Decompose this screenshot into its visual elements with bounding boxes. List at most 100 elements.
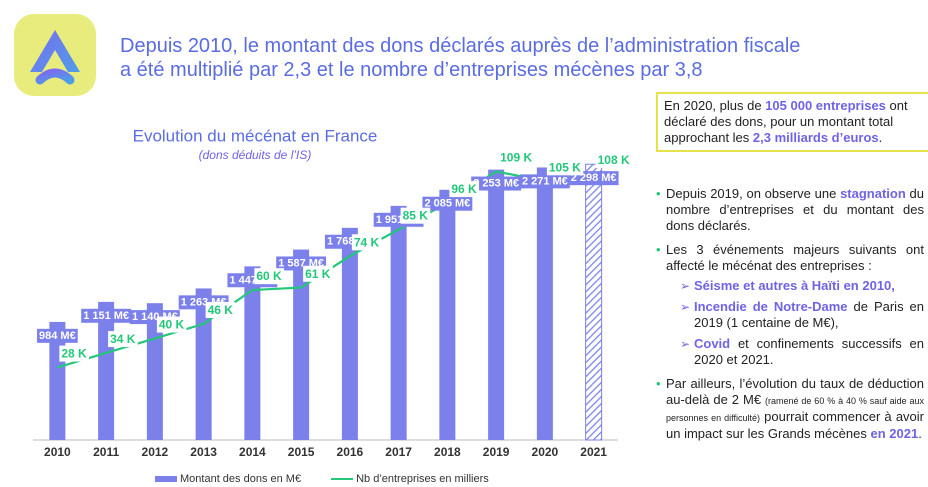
x-tick-label: 2014 xyxy=(239,445,266,459)
bar-value-label: 2 085 M€ xyxy=(422,196,473,211)
label-background xyxy=(498,149,535,166)
line-value-text: 28 K xyxy=(61,347,87,361)
x-tick-label: 2013 xyxy=(190,445,217,459)
line-value-label: 34 K xyxy=(108,331,138,348)
bullet: Les 3 événements majeurs suivants ont af… xyxy=(656,242,924,368)
bar-value-label: 2 271 M€ xyxy=(519,174,570,189)
bar xyxy=(585,163,603,441)
x-tick-label: 2019 xyxy=(483,445,510,459)
text-run: En 2020, plus de xyxy=(664,98,766,113)
label-background xyxy=(254,268,285,285)
line-value-text: 40 K xyxy=(159,318,185,332)
line-value-text: 108 K xyxy=(598,153,630,167)
text-run: et confinements successifs en 2020 et 20… xyxy=(694,336,924,367)
bar xyxy=(341,227,358,440)
label-background xyxy=(471,176,522,191)
label-background xyxy=(422,196,473,211)
legend-label: Nb d’entreprises en milliers xyxy=(356,473,489,485)
text-run: Depuis 2019, on observe une xyxy=(666,186,841,201)
x-tick-label: 2017 xyxy=(385,445,412,459)
text-run: du nombre d’entreprises et du montant de… xyxy=(666,186,924,233)
label-background xyxy=(37,328,78,343)
line-value-label: 105 K xyxy=(546,159,584,176)
x-tick-label: 2015 xyxy=(288,445,315,459)
sub-bullet: Séisme et autres à Haïti en 2010, xyxy=(680,278,924,294)
legend-swatch xyxy=(155,476,177,482)
line-value-label: 61 K xyxy=(303,265,333,282)
x-tick-label: 2011 xyxy=(93,445,119,459)
bullet: Par ailleurs, l’évolution du taux de déd… xyxy=(656,376,924,442)
line-value-text: 109 K xyxy=(500,151,532,165)
label-background xyxy=(81,308,132,323)
x-tick-label: 2010 xyxy=(44,445,71,459)
text-run: . xyxy=(878,130,883,145)
label-background xyxy=(519,174,570,189)
text-run: 105 000 entreprises xyxy=(765,98,886,113)
text-run: 2,3 milliards d’euros xyxy=(752,130,879,145)
bar xyxy=(488,169,505,440)
text-run: Incendie de Notre-Dame xyxy=(694,299,848,314)
line-value-text: 46 K xyxy=(208,303,234,317)
line-value-label: 108 K xyxy=(595,152,632,169)
line-value-label: 60 K xyxy=(254,268,285,285)
label-background xyxy=(59,345,90,362)
x-tick-label: 2012 xyxy=(142,445,169,459)
chart-title: Evolution du mécénat en France xyxy=(133,126,378,145)
label-background xyxy=(205,302,236,319)
bar-value-text: 2 253 M€ xyxy=(473,178,519,190)
line-value-label: 74 K xyxy=(351,234,382,251)
text-run: de Paris en 2019 (1 centaine de M€), xyxy=(694,299,924,330)
line-value-text: 61 K xyxy=(305,267,331,281)
line-value-text: 60 K xyxy=(256,269,282,283)
bullet: Depuis 2019, on observe une stagnation d… xyxy=(656,186,924,234)
sub-bullet: Incendie de Notre-Dame de Paris en 2019 … xyxy=(680,299,924,331)
text-run: Covid xyxy=(694,336,731,351)
sub-bullet: Covid et confinements successifs en 2020… xyxy=(680,336,924,368)
bar xyxy=(293,249,310,440)
bar-value-text: 984 M€ xyxy=(39,330,76,342)
bar xyxy=(390,205,407,440)
bar xyxy=(244,266,261,440)
line-value-label: 85 K xyxy=(400,207,431,224)
line-value-label: 46 K xyxy=(205,302,236,319)
bar-value-text: 2 271 M€ xyxy=(522,175,568,187)
text-run: pourrait commencer à avoir un impact sur… xyxy=(666,409,924,441)
bullet-list: Depuis 2019, on observe une stagnation d… xyxy=(656,186,924,450)
label-background xyxy=(546,159,584,176)
line-value-label: 96 K xyxy=(449,181,480,198)
logo xyxy=(14,14,96,96)
text-run: (ramené de 60 % à 40 % sauf aide aux per… xyxy=(666,396,924,423)
line-value-label: 40 K xyxy=(156,316,187,333)
label-background xyxy=(400,207,431,224)
bar xyxy=(536,167,553,441)
label-background xyxy=(595,152,632,169)
bar xyxy=(195,288,212,440)
line-value-label: 109 K xyxy=(498,149,535,166)
legend-label: Montant des dons en M€ xyxy=(180,473,301,485)
chart-subtitle: (dons déduits de l’IS) xyxy=(199,148,312,162)
sub-list: Séisme et autres à Haïti en 2010, Incendi… xyxy=(666,278,924,368)
text-run: ont déclaré des dons, pour un montant to… xyxy=(664,98,908,145)
label-background xyxy=(303,265,333,282)
line-value-text: 85 K xyxy=(403,209,429,223)
title-line: a été multiplié par 2,3 et le nombre d’e… xyxy=(120,59,703,81)
text-run: en 2021 xyxy=(870,426,919,441)
bar-value-text: 1 151 M€ xyxy=(83,310,129,322)
bar xyxy=(439,189,456,440)
bar-value-label: 984 M€ xyxy=(37,328,78,343)
text-run: Séisme et autres à Haïti en 2010, xyxy=(694,278,895,293)
line-value-label: 28 K xyxy=(59,345,90,362)
line-value-text: 34 K xyxy=(110,332,136,346)
text-run: Les 3 événements majeurs suivants ont af… xyxy=(666,242,924,273)
text-run: Par ailleurs, l’évolution du taux de déd… xyxy=(666,376,924,407)
label-background xyxy=(449,181,480,198)
line-value-text: 96 K xyxy=(451,182,477,196)
line-value-text: 105 K xyxy=(549,160,581,174)
title-line: Depuis 2010, le montant des dons déclaré… xyxy=(120,35,801,57)
slide-title: Depuis 2010, le montant des dons déclaré… xyxy=(120,34,800,82)
label-background xyxy=(351,234,382,251)
x-tick-label: 2016 xyxy=(337,445,364,459)
x-tick-label: 2021 xyxy=(580,445,607,459)
x-tick-label: 2020 xyxy=(532,445,559,459)
label-background xyxy=(108,331,138,348)
